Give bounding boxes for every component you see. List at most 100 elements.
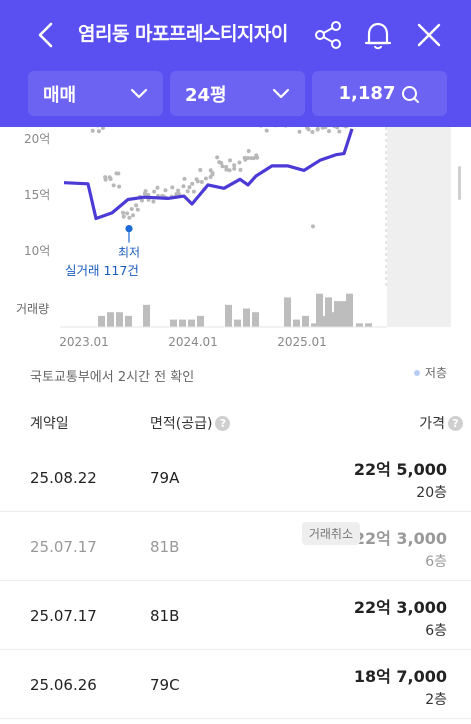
filter-bar: 매매 24평 1,187 [0, 71, 471, 117]
transaction-dot [259, 127, 263, 128]
volume-bar [316, 293, 323, 327]
transaction-dot [246, 148, 251, 153]
volume-bar [341, 301, 348, 327]
y-axis-label: 20억 [24, 132, 50, 146]
price-value: 22억 3,000 [353, 529, 447, 548]
floor-value: 6층 [425, 554, 447, 570]
area-value: 79C [150, 676, 180, 694]
transaction-dot [151, 199, 156, 204]
transaction-dot [199, 180, 204, 185]
transaction-dot [198, 167, 203, 172]
transaction-dot [170, 185, 175, 190]
transaction-dot [245, 155, 250, 160]
transaction-dot [96, 129, 101, 134]
transaction-dot [337, 129, 342, 134]
volume-bar [284, 297, 291, 327]
transaction-dot [232, 163, 237, 168]
transaction-dot [176, 188, 181, 193]
transaction-dot [315, 127, 320, 131]
future-region [387, 127, 451, 327]
transaction-dot [249, 156, 254, 161]
price-value: 18억 7,000 [353, 667, 447, 686]
legend-label: 저층 [424, 366, 447, 380]
cancel-badge: 거래취소 [301, 522, 360, 545]
transaction-dot [297, 129, 302, 134]
transaction-dot [187, 185, 192, 190]
transaction-dot [125, 211, 130, 216]
search-icon [402, 85, 420, 103]
size-label: 24평 [185, 84, 227, 106]
transaction-dot [326, 129, 331, 134]
share-icon[interactable] [312, 18, 344, 52]
volume-bar [125, 315, 132, 327]
back-arrow-icon[interactable] [32, 18, 62, 52]
total-transactions-label: 실거래 117건 [65, 263, 139, 278]
transaction-dot [191, 189, 196, 194]
transaction-dot [120, 210, 125, 215]
scrollbar[interactable] [458, 166, 461, 200]
trade-type-label: 매매 [43, 84, 77, 106]
y-axis-label: 15억 [24, 188, 50, 202]
table-row[interactable]: 25.07.17 81B 22억 3,000 6층 [0, 582, 471, 650]
transaction-dot [90, 128, 95, 133]
x-axis-label: 2024.01 [168, 335, 218, 347]
bell-icon[interactable] [362, 18, 394, 52]
transaction-dot [117, 184, 122, 189]
legend-dot [413, 369, 420, 376]
transaction-dot [127, 215, 132, 220]
transaction-dot [310, 129, 315, 134]
close-icon[interactable] [413, 18, 445, 52]
volume-bar [98, 315, 105, 327]
transaction-dot [194, 177, 199, 182]
volume-bar [311, 323, 318, 327]
transaction-dot [190, 181, 195, 186]
transaction-dot [219, 160, 224, 165]
transaction-dot [203, 176, 208, 181]
transaction-dot [323, 127, 328, 130]
transaction-dot [224, 164, 229, 169]
table-row[interactable]: 25.07.17 81B 22억 3,000 6층 거래취소 [0, 513, 471, 581]
transaction-dot [220, 164, 225, 169]
area-value: 81B [150, 538, 180, 556]
transaction-dot [116, 171, 121, 176]
transaction-dot [215, 155, 220, 160]
contract-date: 25.08.22 [30, 469, 97, 487]
help-icon[interactable]: ? [448, 416, 463, 431]
transaction-dot [155, 185, 160, 190]
header: 염리동 마포프레스티지자이 매매 24평 1,187 [0, 0, 471, 127]
price-line [63, 128, 354, 221]
transaction-count-button[interactable]: 1,187 [312, 71, 447, 116]
volume-bar [143, 304, 150, 327]
table-row[interactable]: 25.08.22 79A 22억 5,000 20층 [0, 444, 471, 512]
transaction-dot [238, 167, 243, 172]
header-date: 계약일 [30, 416, 69, 432]
help-icon[interactable]: ? [215, 416, 231, 431]
header-price-label: 가격 [419, 416, 445, 432]
volume-bar [107, 312, 114, 327]
price-value: 22억 3,000 [353, 598, 447, 617]
transaction-dot [139, 198, 144, 203]
table-row[interactable]: 25.06.26 79C 18억 7,000 2층 [0, 651, 471, 719]
floor-value: 6층 [425, 623, 447, 639]
chevron-down-icon [272, 88, 290, 99]
transaction-dot [232, 166, 237, 171]
contract-date: 25.07.17 [30, 607, 97, 625]
transaction-dot [305, 127, 310, 130]
transaction-dot [108, 176, 113, 181]
trade-type-dropdown[interactable]: 매매 [28, 71, 163, 116]
transaction-dot [134, 203, 139, 208]
transaction-dot [182, 176, 187, 181]
transaction-dot [121, 214, 126, 219]
size-dropdown[interactable]: 24평 [170, 71, 305, 116]
transaction-dot [100, 127, 105, 131]
page-title: 염리동 마포프레스티지자이 [78, 23, 288, 45]
transaction-dot [264, 128, 269, 133]
transaction-dot [135, 207, 140, 212]
header-area: 면적(공급)? [150, 413, 231, 433]
header-price: 가격? [419, 413, 463, 433]
volume-bar [356, 323, 363, 327]
x-axis-label: 2023.01 [59, 335, 109, 347]
transaction-dot [335, 127, 340, 130]
top-bar: 염리동 마포프레스티지자이 [0, 0, 471, 70]
